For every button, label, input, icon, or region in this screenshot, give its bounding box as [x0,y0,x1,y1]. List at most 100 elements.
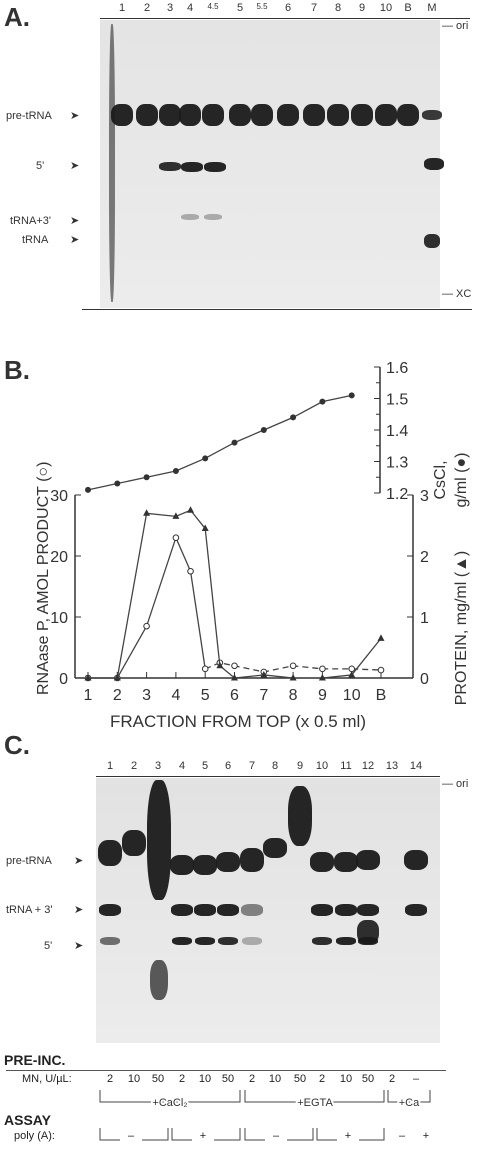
cscl-point [202,455,209,462]
pre-trna-band [351,104,373,126]
five-prime-band [195,937,215,945]
lane-number-a: 4.5 [207,2,219,11]
mn-value: – [412,1073,420,1085]
label-pre-trna-a: pre-tRNA [6,110,52,122]
label-trna3-a: tRNA+3' [10,215,51,227]
lane-number-a: 3 [166,2,174,14]
protein-point [172,512,180,519]
polya-value: + [422,1130,430,1142]
polya-brackets [99,1128,385,1141]
five-prime-band [336,937,356,945]
arrow-5prime-a: ➤ [70,160,80,172]
pre-trna-band [159,104,181,126]
pre-trna-band [303,104,325,126]
polya-value: + [344,1130,352,1142]
rnase-p-line [88,535,206,679]
protein-point [318,674,326,681]
x-tick-label: 4 [171,687,180,704]
bracket-cacl2 [99,1090,241,1103]
lane-number-c: 5 [201,760,209,772]
smear-band [150,960,168,1000]
protein-point [143,509,151,516]
x-tick-label: 10 [343,687,361,704]
pre-trna-band [98,840,122,866]
trna3-band [217,904,239,916]
protein-point [113,674,121,681]
rnase-p-point [187,567,194,575]
lane-number-a: 4 [186,2,194,14]
cscl-tick-label: 1.5 [386,392,408,409]
protein-point [260,670,268,678]
protein-point [216,661,224,669]
protein-point [289,674,297,681]
right-axis-label-3: PROTEIN, mg/ml (▲) [453,551,470,706]
cscl-point [319,398,326,405]
label-trna-a: tRNA [22,234,49,246]
five-prime-band [159,162,181,171]
pre-trna-band [397,104,419,126]
arrow-trna-a: ➤ [70,234,80,246]
arrow-pre-c: ➤ [74,855,84,867]
lane-number-a: 9 [358,2,366,14]
pre-trna-band [202,104,224,126]
protein-tick-label: 3 [420,488,429,505]
label-trna3-c: tRNA + 3' [6,904,53,916]
lane-streak-band [109,24,115,302]
mn-label: MN, U/µL: [22,1073,72,1085]
x-tick-label: 3 [142,687,151,704]
marker-band [422,110,442,120]
protein-tick-label: 0 [420,671,429,688]
lane-number-a: 7 [310,2,318,14]
pre-trna-band [229,104,251,126]
cscl-point [231,439,238,446]
trna3-band [99,904,121,916]
pre-trna-band [111,104,133,126]
five-prime-band [312,937,332,945]
protein-tick-label: 1 [420,610,429,627]
lane-number-a: 5 [236,2,244,14]
mn-value: 50 [293,1073,307,1085]
pre-trna-band [263,838,287,858]
marker-band [424,234,440,248]
rnase-p-point [319,665,326,673]
pre-trna-band [240,848,264,872]
pre-trna-band [327,104,349,126]
protein-point [231,674,238,681]
panel-c-letter: C. [4,730,30,760]
right-axis-label-2: g/ml (●) [453,453,470,508]
left-axis-label: RNAase P, AMOL PRODUCT (○) [35,462,52,695]
pre-inc-heading: PRE-INC. [4,1052,66,1068]
lane-number-c: 10 [315,760,329,772]
cscl-point [143,474,150,481]
cscl-point [260,427,267,433]
mn-value: 10 [339,1073,353,1085]
lane-number-a: M [427,2,437,14]
lane-number-c: 4 [178,760,186,772]
rnase-p-point [289,662,297,670]
panel-c-top-rule [96,776,440,777]
arrow-5prime-c: ➤ [74,940,84,952]
trna3-band [335,904,357,916]
lane-number-c: 12 [361,760,375,772]
mn-value: 2 [318,1073,326,1085]
rnase-p-point [231,662,238,670]
label-ori-a: — ori [442,20,469,32]
marker-band [424,158,444,170]
left-tick-label: 0 [59,671,68,688]
cscl-tick-label: 1.4 [386,423,408,440]
pre-trna-band [375,104,397,126]
arrow-trna3-a: ➤ [70,215,80,227]
x-tick-label: 6 [230,687,239,704]
panel-a-top-rule [100,18,470,19]
cscl-point [290,414,297,421]
trna3-band [241,904,263,916]
lane-number-c: 6 [224,760,232,772]
label-5prime-a: 5' [36,160,45,172]
smear-band [288,786,312,846]
panel-a-letter: A. [4,2,30,32]
left-tick-label: 30 [50,488,68,505]
polya-value: + [199,1130,207,1142]
panel-a-bottom-rule [82,309,472,310]
x-tick-label: B [376,687,387,704]
label-xc-a: — XC [442,288,472,300]
